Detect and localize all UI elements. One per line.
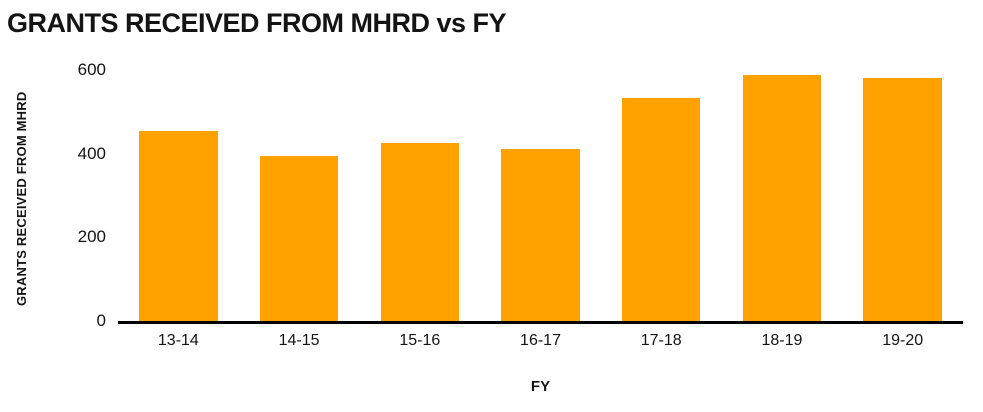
bar-slot: 18-19 (722, 70, 843, 349)
x-tick-label: 18-19 (761, 332, 803, 349)
y-ticks: 0 200 400 600 (0, 60, 106, 330)
y-tick-label: 400 (77, 143, 106, 163)
bar-17-18 (622, 98, 701, 321)
bar-19-20 (863, 77, 942, 321)
bars: 13-14 14-15 15-16 16-17 17-18 18-19 19-20 (118, 70, 963, 349)
x-axis-title: FY (530, 378, 551, 395)
x-tick-label: 14-15 (278, 332, 320, 349)
bar-13-14 (139, 130, 218, 321)
bar-16-17 (501, 148, 580, 321)
x-tick-label: 15-16 (399, 332, 441, 349)
x-tick-label: 19-20 (882, 332, 924, 349)
bar-18-19 (742, 75, 822, 321)
bar-14-15 (259, 155, 339, 321)
x-tick-label: 13-14 (157, 332, 199, 349)
bar-slot: 15-16 (359, 70, 480, 349)
y-tick-label: 0 (96, 311, 106, 330)
y-tick-label: 200 (77, 227, 106, 247)
bar-slot: 17-18 (601, 70, 722, 349)
bar-slot: 13-14 (118, 70, 239, 349)
bar-15-16 (380, 143, 460, 321)
bar-slot: 14-15 (239, 70, 360, 349)
y-tick-label: 600 (77, 60, 106, 79)
bar-slot: 19-20 (842, 70, 963, 349)
x-tick-label: 16-17 (520, 332, 561, 349)
x-tick-label: 17-18 (640, 332, 682, 349)
bar-slot: 16-17 (480, 70, 601, 349)
plot-area: 13-14 14-15 15-16 16-17 17-18 18-19 19-20 (118, 70, 963, 349)
chart-title: GRANTS RECEIVED FROM MHRD vs FY (7, 8, 507, 38)
